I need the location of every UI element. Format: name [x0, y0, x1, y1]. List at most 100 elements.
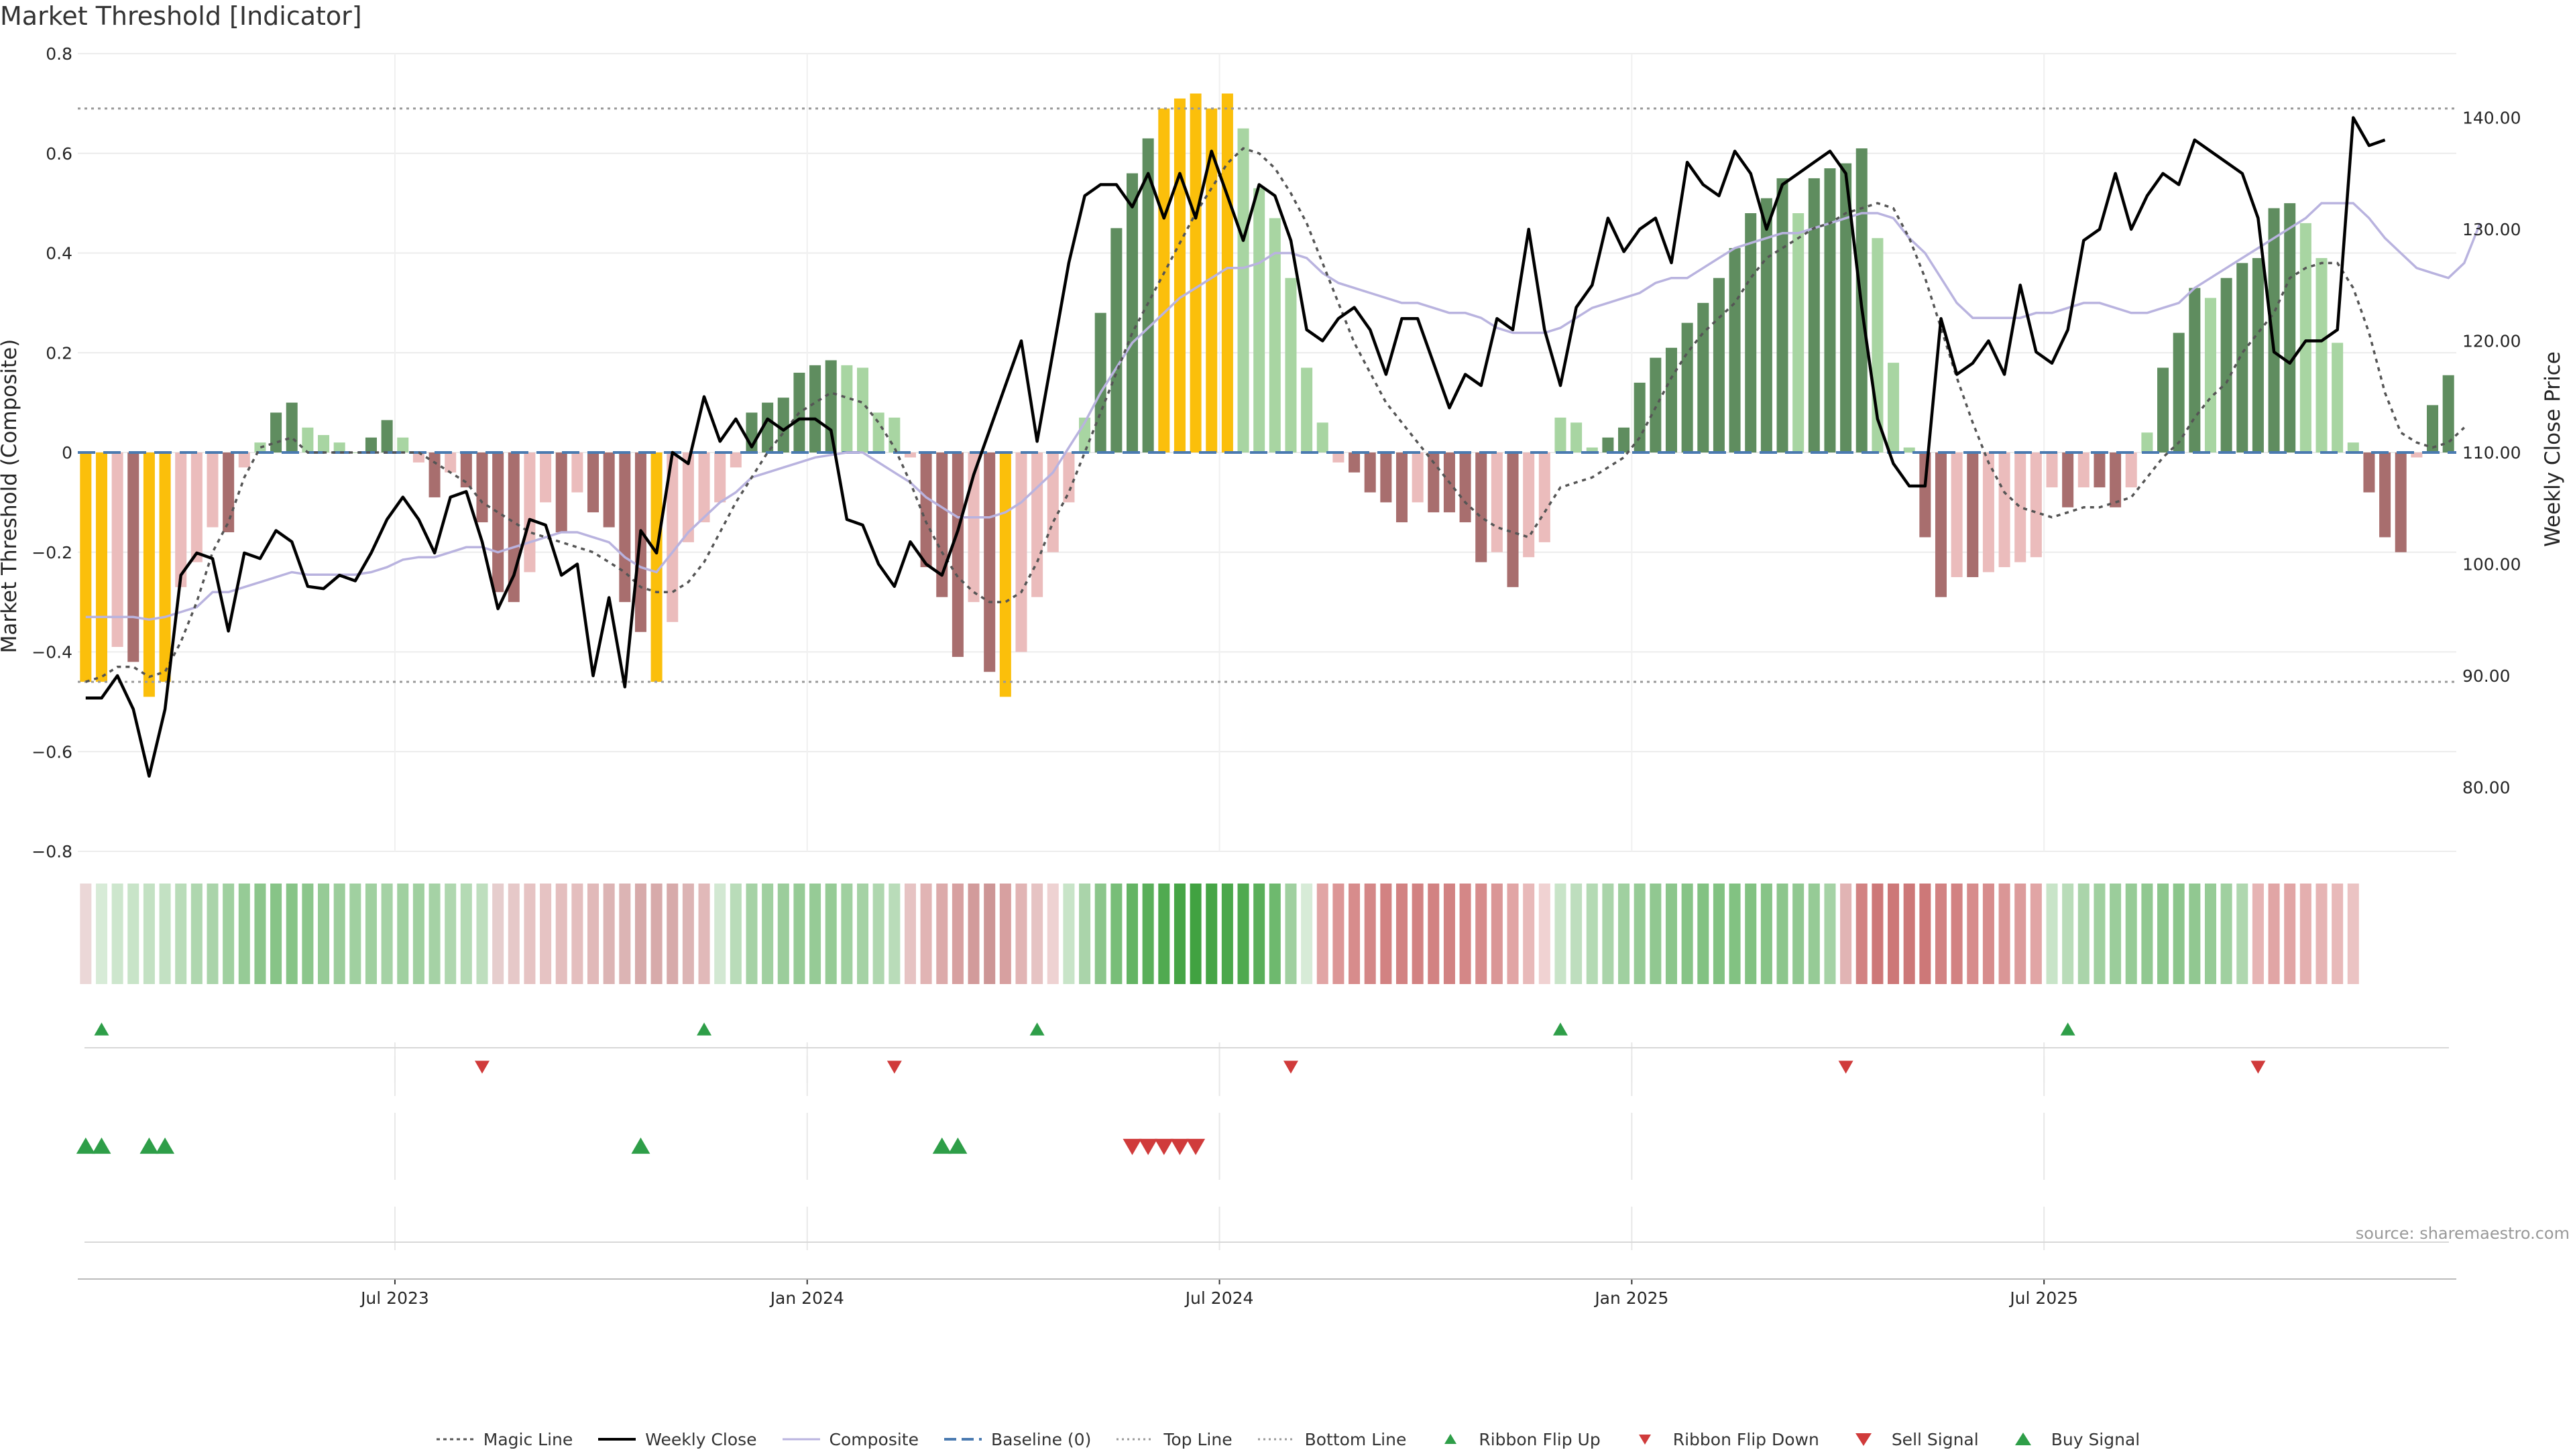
ribbon-flip-up-marker [1029, 1022, 1045, 1036]
ribbon-cell [1888, 884, 1900, 984]
composite-bar [777, 398, 789, 452]
ribbon-cell [872, 884, 884, 984]
ribbon-cell [2062, 884, 2074, 984]
ribbon-cell [175, 884, 187, 984]
y-right-tick-label: 90.00 [2462, 666, 2511, 686]
y-left-tick-label: 0.4 [46, 244, 72, 263]
ribbon-cell [1776, 884, 1788, 984]
ribbon-flip-up-marker [94, 1022, 109, 1036]
composite-bar [730, 452, 742, 468]
composite-bar [1126, 173, 1139, 452]
composite-bar [540, 452, 552, 503]
composite-bar [2252, 257, 2264, 452]
composite-bar [460, 452, 472, 488]
composite-bar [936, 452, 948, 597]
ribbon-cell [2157, 884, 2169, 984]
composite-bar [254, 442, 266, 452]
composite-bar [492, 452, 504, 593]
ribbon-cell [492, 884, 504, 984]
ribbon-cell [1998, 884, 2010, 984]
composite-bar [1253, 188, 1265, 452]
chart-title: Market Threshold [Indicator] [0, 1, 362, 31]
chart-legend: Magic Line Weekly Close Composite Baseline … [0, 1422, 2575, 1456]
composite-bar [1982, 452, 1994, 572]
composite-bar [412, 452, 424, 463]
composite-bar [1491, 452, 1503, 552]
ribbon-cell [841, 884, 853, 984]
ribbon-cell [2030, 884, 2042, 984]
legend-item: Buy Signal [2003, 1430, 2140, 1449]
composite-bar [2046, 452, 2058, 488]
series-lines [78, 107, 2482, 778]
composite-bar [1364, 452, 1376, 493]
magic-line [85, 147, 2466, 683]
composite-bar [1507, 452, 1519, 587]
composite-bar [698, 452, 710, 523]
ribbon-cell [2125, 884, 2137, 984]
composite-bar [1428, 452, 1440, 513]
y-left-tick-label: 0 [62, 443, 72, 463]
legend-label: Ribbon Flip Down [1672, 1429, 1819, 1449]
composite-bar [1285, 278, 1297, 452]
legend-item: Baseline (0) [943, 1430, 1091, 1449]
composite-bar [2347, 442, 2359, 452]
composite-bar [2332, 343, 2344, 452]
ribbon-cell [889, 884, 901, 984]
ribbon-flip-up-marker [2060, 1022, 2075, 1036]
composite-bar [587, 452, 599, 513]
ribbon-cell [318, 884, 330, 984]
composite-bar [2141, 432, 2153, 452]
ribbon-cell [809, 884, 821, 984]
ribbon-cell [1094, 884, 1106, 984]
y-left-tick-label: −0.4 [32, 643, 72, 662]
buy-signal-marker [76, 1137, 95, 1154]
composite-line [85, 202, 2482, 621]
legend-label: Composite [829, 1429, 919, 1449]
ribbon-cell [2332, 884, 2344, 984]
y-axis-right-label: Weekly Close Price [2541, 351, 2565, 547]
ribbon-cell [1538, 884, 1550, 984]
legend-swatch [1444, 1434, 1457, 1444]
ribbon-cell [1745, 884, 1757, 984]
ribbon-cell [1301, 884, 1313, 984]
composite-bar [2062, 452, 2074, 507]
composite-bar [286, 402, 298, 452]
ribbon-cell [349, 884, 361, 984]
ribbon-cell [1332, 884, 1344, 984]
ribbon-cell [2220, 884, 2232, 984]
weekly-close-line [85, 116, 2386, 778]
composite-bar [650, 452, 663, 682]
ribbon-cell [1919, 884, 1931, 984]
composite-bar [2236, 263, 2248, 452]
composite-bar [1332, 452, 1344, 463]
composite-bar [1316, 422, 1328, 452]
composite-bar [1618, 427, 1630, 452]
composite-bar [1523, 452, 1535, 558]
legend-swatch [1117, 1438, 1155, 1441]
composite-bar [1824, 168, 1836, 452]
ribbon-cell [1697, 884, 1709, 984]
composite-bar [1840, 163, 1852, 452]
y-left-tick-label: −0.8 [32, 842, 72, 861]
ribbon-cell [2299, 884, 2311, 984]
axes: 0.8 0.6 0.4 0.2 0 −0.2 −0.4 −0.6 −0.8 140.00 130.0… [32, 44, 2521, 1308]
ribbon-flip-down-marker [2250, 1060, 2266, 1074]
ribbon-cell [1872, 884, 1884, 984]
ribbon-cell [2347, 884, 2359, 984]
composite-bar [1634, 382, 1646, 452]
y-axis-left-label: Market Threshold (Composite) [0, 339, 21, 654]
composite-bars [80, 93, 2454, 697]
ribbon-cell [1665, 884, 1678, 984]
ribbon-cell [2204, 884, 2216, 984]
ribbon-cell [2236, 884, 2248, 984]
composite-bar [476, 452, 488, 523]
composite-bar [428, 452, 441, 497]
ribbon-cell [445, 884, 457, 984]
legend-swatch [436, 1438, 474, 1441]
composite-bar [1349, 452, 1361, 473]
ribbon-flip-down-marker [1838, 1060, 1853, 1074]
composite-bar [2395, 452, 2407, 552]
ribbon-cell [1808, 884, 1820, 984]
ribbon-cell [984, 884, 996, 984]
ribbon-cell [650, 884, 663, 984]
